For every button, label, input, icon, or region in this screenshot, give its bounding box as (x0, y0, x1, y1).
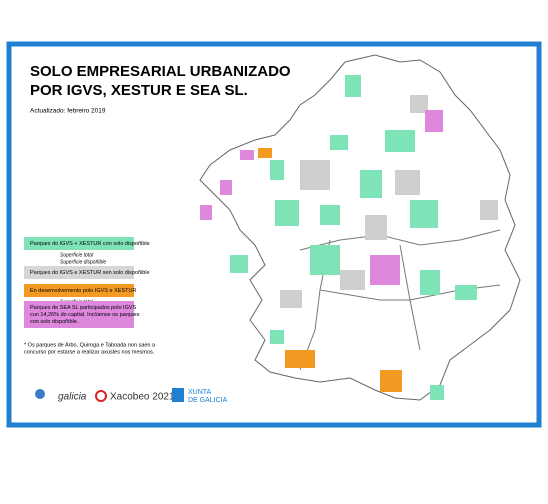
footnote: * Os parques de Arbo, Quiroga e Taboada … (24, 342, 156, 348)
legend-label: Parques de SEA SL participados polo IGVS (30, 305, 137, 311)
legend-label: con solo dispoñible. (30, 319, 79, 325)
legend-swatch (24, 237, 134, 250)
legend-note: Superficie dispoñible (60, 259, 106, 265)
legend-note: Superficie total (60, 252, 94, 258)
logo-icon (172, 388, 184, 402)
logo: XUNTA (188, 389, 212, 396)
logo-icon (35, 389, 45, 399)
logo: galicia (58, 392, 87, 403)
legend-label: Parques do IGVS e XESTUR sen solo dispoñ… (30, 270, 150, 276)
logo: Xacobeo 2021 (110, 392, 175, 403)
legend-label: cun 14,26% do capital. Inclúense os parq… (30, 312, 140, 318)
legend-label: Parques do IGVS + XESTUR con solo dispoñ… (30, 241, 150, 247)
title-line: SOLO EMPRESARIAL URBANIZADO (30, 63, 291, 80)
logo: DE GALICIA (188, 397, 228, 404)
map (199, 54, 521, 401)
legend: Parques do IGVS + XESTUR con solo dispoñ… (24, 237, 150, 328)
logo-icon (95, 390, 107, 402)
legend-swatch (24, 266, 134, 279)
updated: Actualizado: febreiro 2019 (30, 108, 106, 115)
legend-swatch (24, 301, 134, 328)
footnote: concurso por estarse a realizar axustes … (24, 349, 155, 355)
legend-swatch (24, 284, 134, 297)
legend-label: En desenvolvemento polo IGVS e XESTUR (30, 288, 136, 294)
title-line: POR IGVS, XESTUR E SEA SL. (30, 82, 248, 99)
